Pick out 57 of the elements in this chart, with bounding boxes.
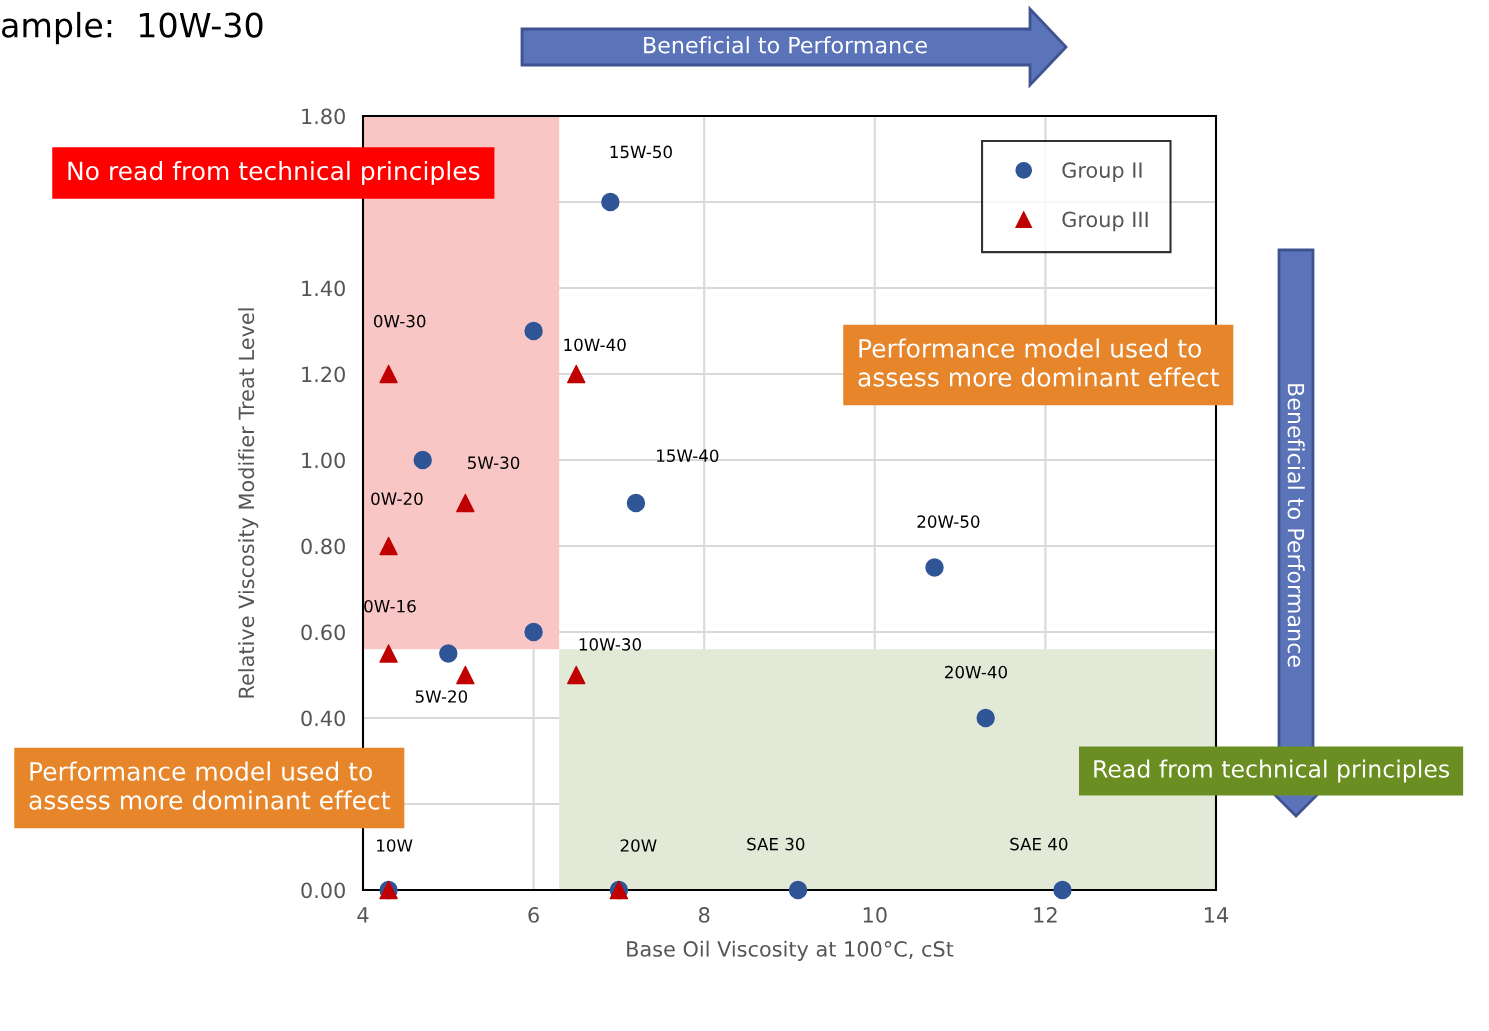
point [567, 364, 586, 384]
annotation: No read from technical principles [68, 160, 480, 186]
y-tick-label: 0.00 [301, 882, 345, 899]
point [439, 644, 458, 663]
y-tick-label: 1.40 [302, 280, 345, 297]
x-tick-label: 4 [357, 907, 369, 923]
annotation: 5W-30 [468, 456, 520, 469]
annotation: 15W-40 [657, 449, 719, 462]
point [379, 536, 398, 556]
point [413, 450, 432, 470]
x-tick-label: 8 [698, 907, 710, 923]
point [601, 192, 620, 212]
point [626, 493, 646, 513]
annotation: 0W-20 [371, 492, 423, 505]
legend-label: Group III [1062, 211, 1148, 232]
point [456, 665, 475, 685]
chart-title: ample: 10W-30 [2, 11, 263, 45]
x-tick-label: 6 [528, 907, 539, 923]
y-tick-label: 1.80 [302, 108, 345, 125]
annotation: 10W-40 [564, 338, 626, 352]
point [788, 880, 808, 900]
point [1053, 880, 1072, 900]
x-tick-label: 14 [1205, 907, 1229, 923]
point [524, 321, 543, 341]
annotation: 5W-20 [415, 690, 468, 703]
text: Beneficial to Performance [1287, 384, 1305, 667]
text: Beneficial to Performance [644, 36, 927, 54]
y-tick-label: 0.60 [301, 624, 345, 641]
annotation: 20W-50 [917, 515, 980, 528]
annotation: Read from technical principles [1094, 759, 1450, 783]
annotation: SAE 40 [1010, 837, 1068, 851]
annotation: Performance model used to assess more dominant effect [858, 338, 1219, 387]
y-tick-label: 1.20 [302, 366, 345, 383]
annotation: 10W-30 [579, 638, 641, 651]
annotation: 20W [620, 839, 657, 852]
x-tick-label: 12 [1034, 907, 1057, 923]
annotation: SAE 30 [747, 837, 805, 851]
x-tick-label: 10 [863, 907, 887, 923]
annotation: Performance model used to assess more dominant effect [29, 761, 390, 810]
y-tick-label: 0.80 [301, 538, 345, 555]
point [456, 493, 475, 513]
point [567, 665, 586, 685]
annotation: 10W [377, 839, 413, 852]
point [524, 622, 543, 642]
legend-label: Group II [1062, 162, 1142, 182]
annotation: 0W-30 [373, 314, 426, 328]
point [976, 708, 995, 728]
annotation: 15W-50 [610, 145, 672, 159]
point [925, 558, 944, 577]
y-tick-label: 0.40 [301, 710, 345, 727]
annotation: 0W-16 [364, 599, 416, 613]
point [379, 644, 398, 663]
y-tick-label: 1.00 [302, 452, 345, 469]
annotation: 20W-40 [945, 665, 1007, 679]
y-axis-title: Relative Viscosity Modifier Treat Level [238, 308, 259, 698]
x-axis-title: Base Oil Viscosity at 100°C, cSt [627, 940, 954, 961]
point [379, 364, 398, 384]
